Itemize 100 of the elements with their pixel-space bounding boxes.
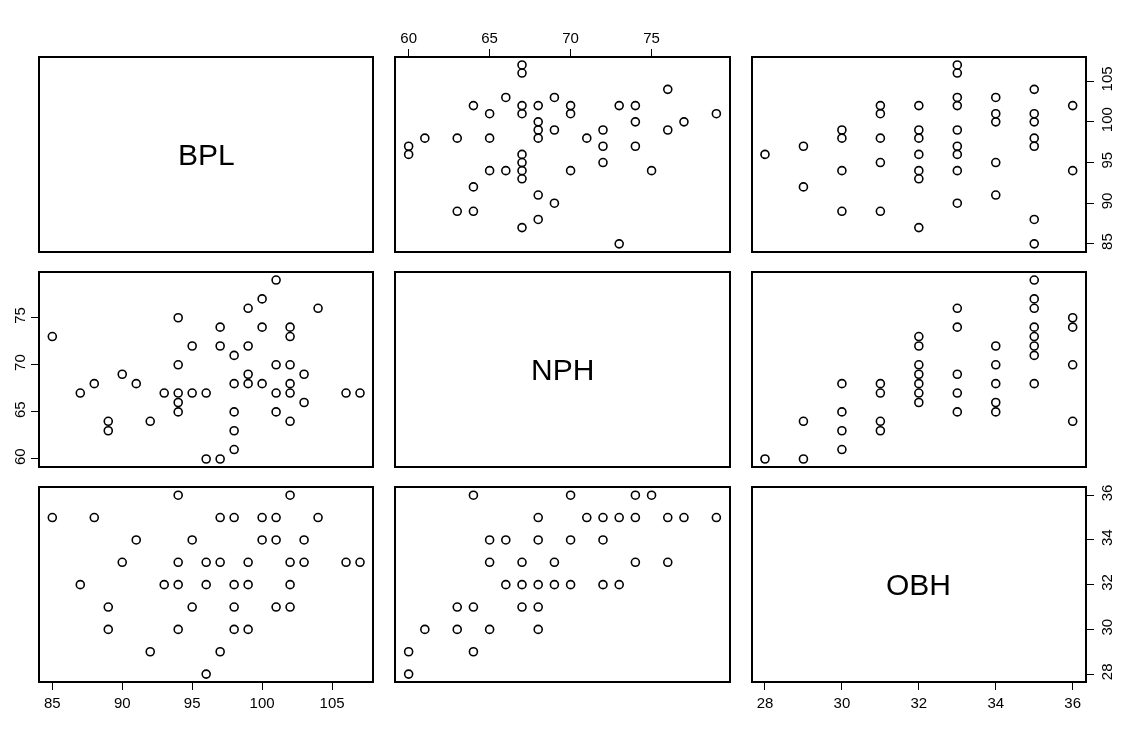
- point: [403, 141, 414, 152]
- point: [1067, 416, 1078, 427]
- point: [565, 100, 576, 111]
- point: [837, 165, 847, 176]
- point: [285, 490, 295, 501]
- point: [201, 454, 211, 464]
- point: [990, 360, 1001, 370]
- y-tick-label: 65: [11, 401, 29, 418]
- x-tick-label: 34: [987, 694, 1005, 712]
- point: [914, 133, 924, 143]
- point: [1029, 378, 1040, 389]
- point: [229, 512, 239, 523]
- x-tick-label: 28: [756, 694, 774, 712]
- point: [1029, 133, 1040, 143]
- point: [420, 624, 430, 635]
- point: [662, 512, 673, 523]
- point: [145, 646, 156, 657]
- point: [484, 165, 495, 176]
- point: [468, 206, 479, 217]
- point: [533, 190, 543, 200]
- point: [468, 602, 479, 612]
- point: [173, 312, 183, 323]
- point: [229, 579, 239, 590]
- point: [533, 133, 543, 143]
- point: [257, 322, 267, 332]
- x-tick-label: 105: [319, 694, 345, 712]
- point: [517, 173, 527, 184]
- text: NPH: [531, 353, 595, 386]
- point: [914, 173, 924, 184]
- point: [271, 388, 281, 398]
- point: [533, 100, 543, 111]
- point: [285, 322, 295, 332]
- point: [952, 125, 963, 135]
- point: [517, 602, 527, 612]
- point: [1067, 165, 1078, 176]
- x-tick-label: 85: [43, 694, 61, 712]
- point: [875, 108, 886, 119]
- point: [875, 100, 886, 111]
- point: [285, 557, 295, 568]
- point: [173, 557, 183, 568]
- point: [952, 92, 963, 103]
- x-tick-label: 90: [113, 694, 131, 712]
- x-tick-label: 65: [481, 29, 498, 47]
- point: [299, 369, 309, 380]
- point: [103, 624, 114, 635]
- point: [1029, 108, 1040, 119]
- point: [517, 60, 527, 70]
- point: [990, 407, 1001, 417]
- point: [952, 407, 963, 417]
- point: [229, 602, 239, 612]
- point: [533, 535, 543, 545]
- point: [299, 557, 309, 568]
- point: [914, 360, 924, 370]
- point: [173, 579, 183, 590]
- point: [229, 425, 239, 436]
- point: [630, 100, 641, 111]
- point: [229, 378, 239, 389]
- point: [517, 222, 527, 233]
- point: [173, 490, 183, 501]
- x-tick-label: 100: [249, 694, 275, 712]
- point: [201, 669, 211, 679]
- point: [201, 579, 211, 590]
- point: [243, 303, 253, 314]
- point: [215, 341, 225, 351]
- point: [159, 579, 170, 590]
- point: [914, 125, 924, 135]
- point: [215, 646, 225, 657]
- point: [533, 117, 543, 127]
- point: [952, 388, 963, 398]
- point: [760, 149, 770, 160]
- y-tick-label: 95: [1097, 151, 1115, 169]
- point: [117, 369, 128, 380]
- point: [662, 84, 673, 95]
- x-tick-label: 36: [1064, 694, 1082, 712]
- point: [990, 190, 1001, 200]
- point: [798, 454, 809, 464]
- point: [630, 512, 641, 523]
- point: [243, 557, 253, 568]
- point: [1067, 100, 1078, 111]
- point: [990, 341, 1001, 351]
- point: [484, 108, 495, 119]
- point: [582, 512, 592, 523]
- point: [914, 397, 924, 408]
- point: [89, 512, 100, 523]
- point: [215, 557, 225, 568]
- point: [243, 378, 253, 389]
- point: [914, 222, 924, 233]
- point: [468, 646, 479, 657]
- point: [952, 322, 963, 332]
- point: [914, 378, 924, 389]
- point: [1067, 312, 1078, 323]
- point: [131, 535, 142, 545]
- y-tick-label: 70: [11, 354, 29, 371]
- point: [614, 100, 624, 111]
- point: [1029, 239, 1040, 249]
- point: [875, 378, 886, 389]
- point: [565, 165, 576, 176]
- point: [517, 108, 527, 119]
- point: [598, 125, 608, 135]
- point: [630, 557, 641, 568]
